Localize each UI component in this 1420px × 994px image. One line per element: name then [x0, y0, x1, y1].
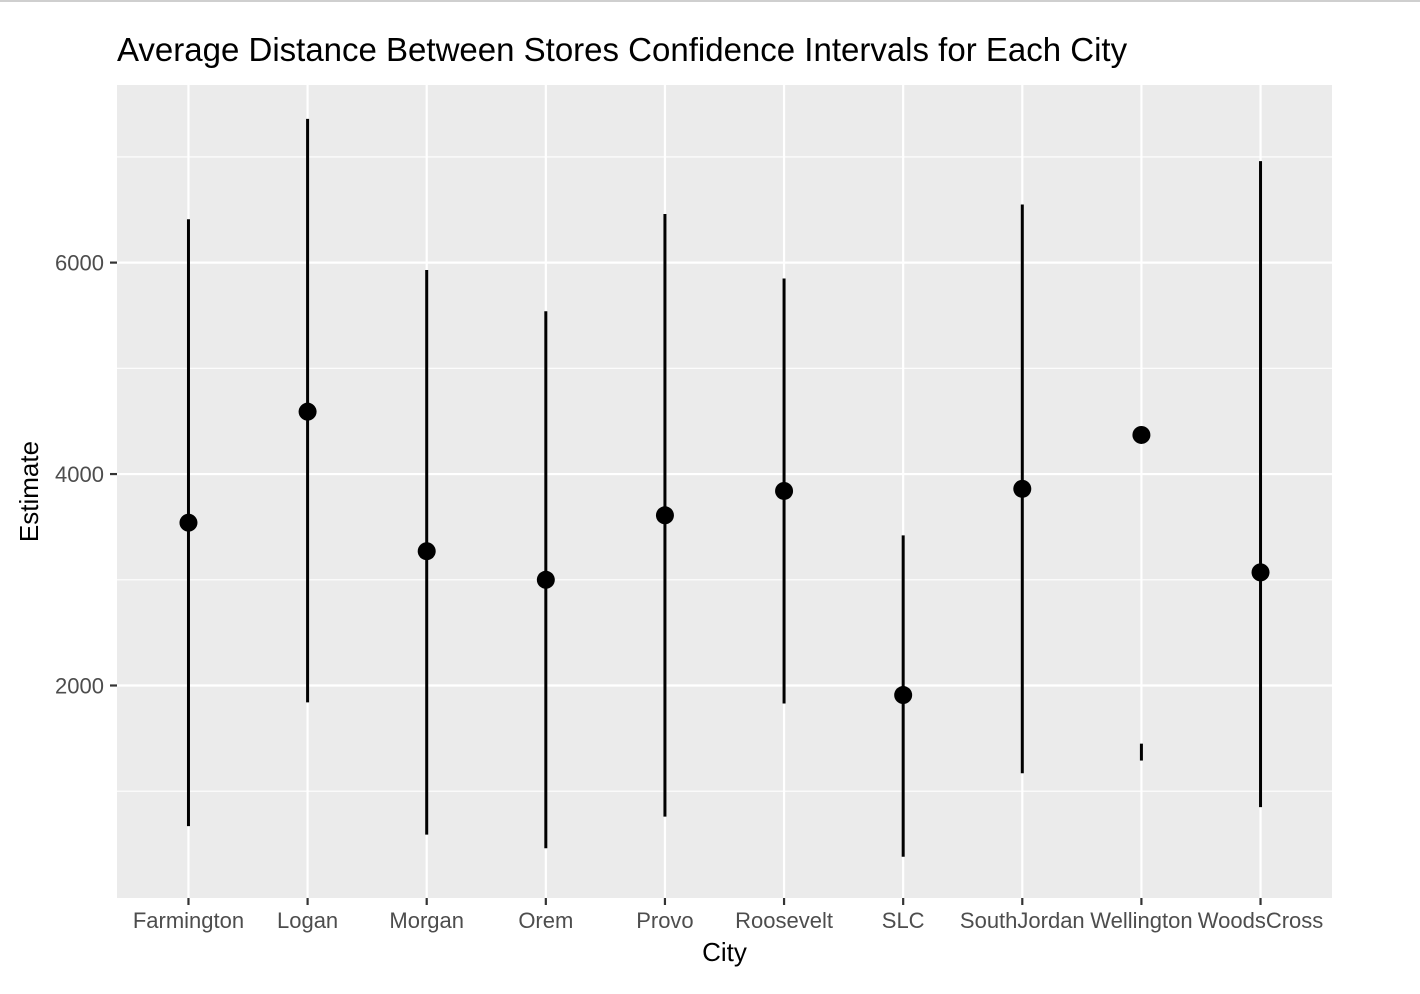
x-tick-label: SouthJordan: [960, 908, 1085, 933]
x-tick-label: Morgan: [389, 908, 464, 933]
minor-gridlines: [117, 156, 1332, 792]
y-tick-label: 2000: [55, 673, 104, 698]
x-tick-label: Wellington: [1090, 908, 1192, 933]
estimate-point: [775, 481, 794, 500]
x-tick-label: Orem: [518, 908, 573, 933]
y-tick-label: 6000: [55, 251, 104, 276]
estimate-point: [1013, 479, 1032, 498]
x-tick-label: Logan: [277, 908, 338, 933]
x-tick-label: SLC: [882, 908, 925, 933]
x-tick-label: Provo: [636, 908, 693, 933]
x-tick-label: Farmington: [133, 908, 244, 933]
chart-title: Average Distance Between Stores Confiden…: [117, 31, 1128, 68]
x-tick-label: WoodsCross: [1198, 908, 1324, 933]
estimate-point: [655, 506, 674, 525]
y-tick-label: 4000: [55, 462, 104, 487]
x-axis-tick-labels: Farmington Logan Morgan Orem Provo Roosevelt S…: [133, 908, 1323, 933]
estimate-point: [1251, 563, 1270, 582]
estimate-point: [536, 570, 555, 589]
chart-marks: [179, 118, 1270, 857]
y-axis-title: Estimate: [14, 441, 44, 542]
x-tick-label: Roosevelt: [735, 908, 833, 933]
estimate-point: [1132, 425, 1151, 444]
y-axis-tick-labels: 2000 4000 6000: [55, 251, 104, 699]
estimate-point: [179, 513, 198, 532]
estimate-point: [298, 402, 317, 421]
axis-ticks: [110, 261, 1262, 905]
plot-panel: [117, 85, 1332, 898]
estimate-point: [417, 542, 436, 561]
x-axis-title: City: [702, 937, 747, 967]
estimate-point: [894, 686, 913, 705]
